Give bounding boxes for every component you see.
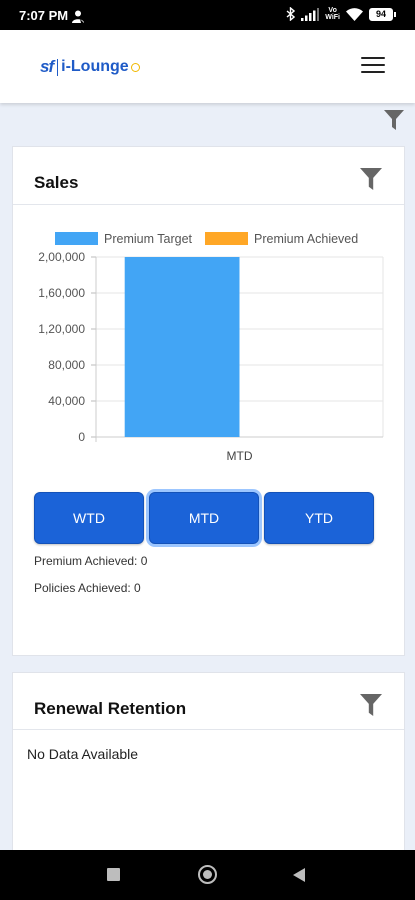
- x-tick-label-0: MTD: [227, 449, 253, 463]
- y-tick-label-5: 2,00,000: [38, 250, 85, 264]
- status-time: 7:07 PM: [19, 8, 69, 23]
- premium-achieved-text: Premium Achieved: 0: [34, 554, 148, 568]
- system-nav-bar: [0, 850, 415, 900]
- chart-y-ticks: 0 40,000 80,000 1,20,000 1,60,000 2,00,000: [38, 250, 85, 444]
- chart-x-ticks: MTD: [227, 449, 253, 463]
- back-icon[interactable]: [293, 868, 305, 882]
- menu-icon[interactable]: [361, 55, 385, 75]
- sales-title: Sales: [34, 173, 79, 192]
- menu-bar: [361, 57, 385, 59]
- no-data-text: No Data Available: [27, 746, 139, 762]
- y-tick-label-4: 1,60,000: [38, 286, 85, 300]
- sales-bar-chart: Premium Target Premium Achieved 0 40,000 80…: [38, 232, 384, 463]
- bluetooth-icon: [286, 7, 296, 21]
- policies-achieved-text: Policies Achieved: 0: [34, 581, 141, 595]
- legend-swatch-1: [205, 232, 248, 245]
- sales-card: Sales Premium Target Premium Achieved 0 40…: [12, 146, 405, 656]
- period-buttons: WTD MTD YTD: [34, 492, 374, 544]
- sales-filter-icon[interactable]: [360, 168, 382, 194]
- vowifi-badge: Vo WiFi: [325, 7, 340, 21]
- logo-dot-icon: [130, 62, 140, 72]
- chart-legend: Premium Target Premium Achieved: [55, 232, 358, 246]
- legend-label-1: Premium Achieved: [254, 232, 358, 246]
- legend-label-0: Premium Target: [104, 232, 193, 246]
- battery-icon: 94: [369, 7, 396, 21]
- menu-bar: [361, 64, 385, 66]
- y-tick-label-0: 0: [78, 430, 85, 444]
- home-icon[interactable]: [198, 865, 217, 884]
- person-icon: [72, 8, 84, 27]
- app-logo[interactable]: sf i-Loung e: [40, 57, 140, 77]
- y-tick-label-2: 80,000: [48, 358, 85, 372]
- bar-mtd-0: [124, 257, 240, 437]
- vowifi-bottom: WiFi: [325, 14, 340, 21]
- ytd-button[interactable]: YTD: [264, 492, 374, 544]
- wtd-button[interactable]: WTD: [34, 492, 144, 544]
- renewal-card-header: Renewal Retention: [13, 673, 404, 730]
- mtd-button[interactable]: MTD: [149, 492, 259, 544]
- menu-bar: [361, 71, 385, 73]
- logo-separator: [57, 58, 59, 76]
- vowifi-top: Vo: [328, 7, 337, 14]
- wifi-icon: [346, 7, 363, 21]
- y-tick-label-1: 40,000: [48, 394, 85, 408]
- legend-swatch-0: [55, 232, 98, 245]
- chart-bars: [124, 257, 240, 437]
- status-bar: 7:07 PM Vo WiFi 94: [0, 0, 415, 30]
- status-icons: Vo WiFi 94: [286, 7, 396, 21]
- recents-icon[interactable]: [107, 868, 120, 881]
- renewal-title: Renewal Retention: [34, 699, 187, 718]
- renewal-card: Renewal Retention No Data Available: [12, 672, 405, 862]
- logo-e-glyph: e: [119, 58, 129, 75]
- logo-text: i-Loung: [61, 58, 120, 75]
- sales-card-header: Sales: [13, 147, 404, 205]
- renewal-filter-icon[interactable]: [360, 694, 382, 720]
- app-header: sf i-Loung e: [0, 30, 415, 103]
- y-tick-label-3: 1,20,000: [38, 322, 85, 336]
- page-filter-icon[interactable]: [384, 110, 404, 134]
- logo-brand: sf: [40, 57, 54, 76]
- signal-icon: [301, 7, 320, 21]
